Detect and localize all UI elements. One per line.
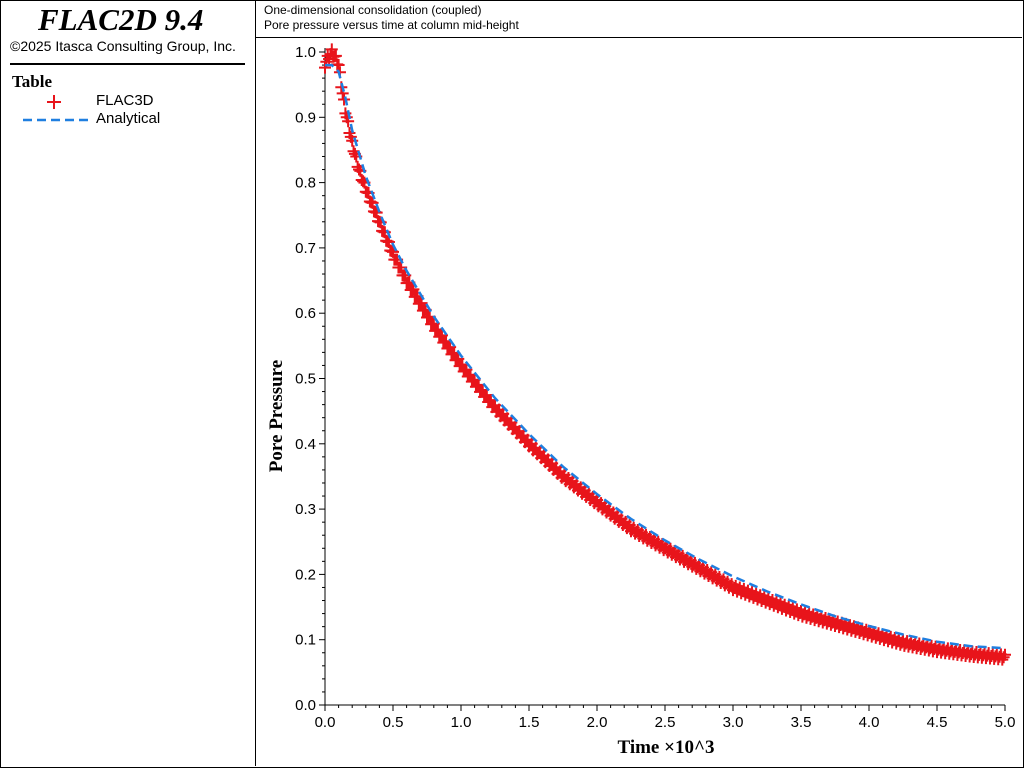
legend-divider <box>10 63 245 65</box>
flac3d-point <box>332 59 345 72</box>
x-tick-label: 1.5 <box>519 714 540 731</box>
flac3d-point <box>997 651 1010 664</box>
flac3d-point <box>338 93 351 106</box>
y-tick-label: 0.1 <box>295 632 316 649</box>
y-tick-label: 0.2 <box>295 566 316 583</box>
analytical-line <box>325 63 1006 650</box>
legend-title: Table <box>12 72 53 91</box>
flac3d-point <box>335 81 348 94</box>
y-tick-label: 0.6 <box>295 305 316 322</box>
x-tick-label: 2.0 <box>587 714 608 731</box>
y-tick-label: 1.0 <box>295 44 316 61</box>
x-tick-label: 3.5 <box>791 714 812 731</box>
chart-subtitle: Pore pressure versus time at column mid-… <box>264 18 519 32</box>
flac3d-point <box>415 297 428 310</box>
flac3d-point <box>395 261 408 274</box>
y-tick-label: 0.8 <box>295 175 316 192</box>
flac3d-point <box>342 115 355 128</box>
y-tick-label: 0.0 <box>295 697 316 714</box>
x-tick-label: 0.5 <box>383 714 404 731</box>
flac3d-point <box>366 196 379 209</box>
x-tick-label: 5.0 <box>995 714 1016 731</box>
series-flac3d <box>319 43 1011 666</box>
plus-marker-icon <box>47 95 61 109</box>
x-tick-label: 2.5 <box>655 714 676 731</box>
x-tick-label: 3.0 <box>723 714 744 731</box>
y-tick-label: 0.9 <box>295 109 316 126</box>
flac3d-point <box>999 648 1011 661</box>
y-tick-label: 0.4 <box>295 436 316 453</box>
chart-title: One-dimensional consolidation (coupled) <box>264 3 482 17</box>
legend-label-analytical: Analytical <box>96 110 161 127</box>
legend-panel: FLAC2D 9.4 ©2025 Itasca Consulting Group… <box>0 0 256 766</box>
flac3d-point <box>387 245 399 258</box>
copyright-text: ©2025 Itasca Consulting Group, Inc. <box>10 38 236 54</box>
flac3d-point <box>325 43 338 56</box>
y-axis-title: Pore Pressure <box>266 360 287 472</box>
x-axis-title: Time ×10^3 <box>618 737 715 758</box>
plot-area: 0.0 0.1 0.2 0.3 0.4 0.5 0.6 0.7 0.8 0.9 1.0 0.0 0.5 1… <box>266 43 1016 758</box>
flac3d-point <box>355 173 368 186</box>
x-tick-label: 0.0 <box>315 714 336 731</box>
x-tick-label: 4.0 <box>859 714 880 731</box>
chart-header: One-dimensional consolidation (coupled) … <box>256 0 1022 38</box>
y-tick-label: 0.7 <box>295 240 316 257</box>
x-tick-label: 4.5 <box>927 714 948 731</box>
flac3d-point <box>319 61 331 74</box>
legend-label-flac3d: FLAC3D <box>96 92 154 109</box>
flac3d-point <box>329 49 342 62</box>
flac3d-point <box>370 206 383 219</box>
x-tick-label: 1.0 <box>451 714 472 731</box>
app-title: FLAC2D 9.4 <box>38 2 204 37</box>
flac3d-point <box>407 283 420 296</box>
y-tick-label: 0.3 <box>295 501 316 518</box>
y-tick-label: 0.5 <box>295 371 316 388</box>
dashed-line-icon <box>23 118 88 122</box>
